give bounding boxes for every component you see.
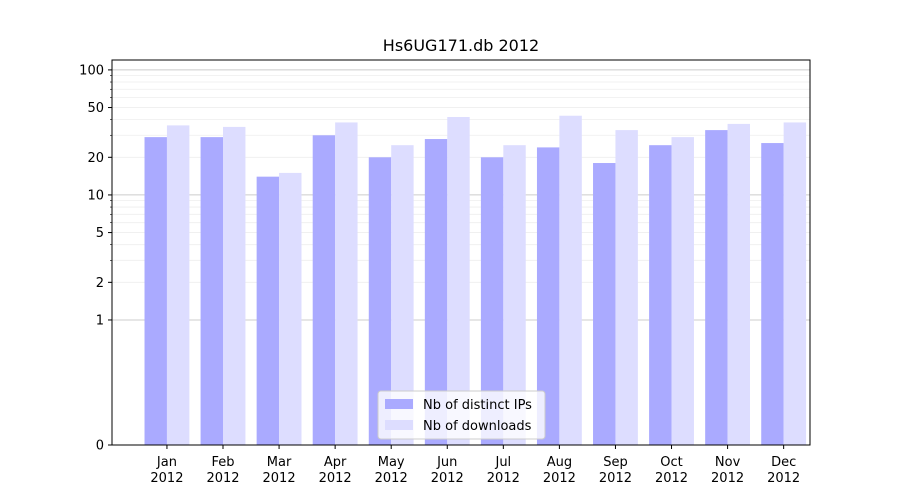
x-tick-label-month: Apr xyxy=(324,455,347,470)
bar-downloads xyxy=(335,122,358,445)
y-tick-label: 10 xyxy=(87,188,104,203)
bar-distinct-ips xyxy=(256,176,280,445)
x-tick-label-year: 2012 xyxy=(711,471,744,486)
bar-downloads xyxy=(223,126,246,446)
x-tick-label-year: 2012 xyxy=(599,471,632,486)
y-axis: 0 1 2 5 10 20 50 100 xyxy=(79,63,112,454)
x-tick-label-year: 2012 xyxy=(655,471,688,486)
x-tick-label-year: 2012 xyxy=(206,471,239,486)
bars xyxy=(144,115,807,446)
x-tick-label-year: 2012 xyxy=(150,471,183,486)
bar-downloads xyxy=(783,122,807,445)
bar-downloads xyxy=(671,137,694,445)
chart-title: Hs6UG171.db 2012 xyxy=(383,36,539,55)
x-tick-label-month: Jan xyxy=(156,455,177,470)
bar-downloads xyxy=(615,130,638,445)
legend-swatch xyxy=(385,399,413,409)
bar-distinct-ips xyxy=(424,139,448,445)
x-tick-label-month: May xyxy=(378,455,405,470)
bar-distinct-ips xyxy=(200,137,224,445)
x-tick-label-month: Mar xyxy=(267,455,292,470)
x-tick-label-year: 2012 xyxy=(767,471,800,486)
bar-distinct-ips xyxy=(368,157,392,445)
legend-box xyxy=(377,390,546,440)
bar-distinct-ips xyxy=(705,130,728,445)
bar-distinct-ips xyxy=(649,145,672,445)
x-tick-label-month: Jun xyxy=(436,455,457,470)
legend-label: Nb of distinct IPs xyxy=(423,398,532,413)
x-tick-label-year: 2012 xyxy=(487,471,520,486)
bar-distinct-ips xyxy=(593,163,616,445)
x-tick-label-year: 2012 xyxy=(543,471,576,486)
bar-downloads xyxy=(559,115,582,445)
legend-swatch xyxy=(385,420,413,430)
bar-distinct-ips xyxy=(480,157,504,445)
x-tick-label-year: 2012 xyxy=(431,471,464,486)
x-tick-label-year: 2012 xyxy=(375,471,408,486)
bar-distinct-ips xyxy=(144,137,167,445)
bar-distinct-ips xyxy=(536,147,560,446)
y-tick-label: 1 xyxy=(96,313,104,328)
y-tick-label: 100 xyxy=(79,63,104,78)
legend-label: Nb of downloads xyxy=(423,419,532,434)
y-tick-label: 5 xyxy=(96,226,104,241)
bar-distinct-ips xyxy=(761,143,784,445)
y-tick-label: 50 xyxy=(87,101,104,116)
x-tick-label-month: Nov xyxy=(715,455,741,470)
bar-distinct-ips xyxy=(312,135,336,445)
x-tick-label-month: Jul xyxy=(494,455,511,470)
bar-downloads xyxy=(447,117,470,445)
bar-downloads xyxy=(503,145,526,445)
x-tick-label-month: Feb xyxy=(211,455,234,470)
legend: Nb of distinct IPs Nb of downloads xyxy=(377,390,546,440)
y-tick-label: 2 xyxy=(96,276,104,291)
x-tick-label-month: Dec xyxy=(771,455,796,470)
bar-downloads xyxy=(391,145,414,445)
plot-frame xyxy=(111,59,811,446)
y-tick-label: 20 xyxy=(87,151,104,166)
x-tick-label-year: 2012 xyxy=(319,471,352,486)
x-tick-label-month: Sep xyxy=(603,455,628,470)
bar-downloads xyxy=(727,123,751,445)
x-tick-label-month: Oct xyxy=(660,455,682,470)
bar-downloads xyxy=(279,172,302,445)
x-tick-label-year: 2012 xyxy=(263,471,296,486)
bar-downloads xyxy=(166,125,190,445)
y-tick-label: 0 xyxy=(96,439,104,454)
x-axis: Jan2012Feb2012Mar2012Apr2012May2012Jun20… xyxy=(150,445,800,486)
x-tick-label-month: Aug xyxy=(547,455,572,470)
